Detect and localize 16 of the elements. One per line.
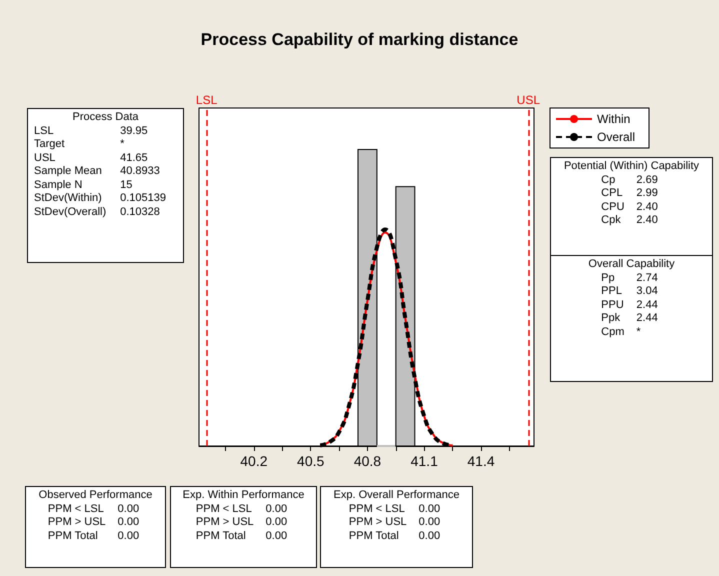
text: Observed Performance PPM < LSL 0.00 PPM > USL 0.00 PPM Total 0.00	[38, 489, 152, 542]
x-tick-label: 41.1	[410, 453, 438, 469]
x-tick-label: 40.8	[354, 453, 382, 469]
chart-title: Process Capability of marking distance	[200, 30, 518, 49]
ref-line-label: LSL	[196, 93, 218, 107]
legend-label: Overall	[597, 130, 636, 144]
x-tick-label: 41.4	[467, 453, 495, 469]
text: Process Data LSL 39.95 Target * USL 41.65 Sample Mean 40.8933 Sample N 15 StDev(Within) 0.105139 StDev(Overall) 0.10328	[34, 111, 166, 218]
text: Overall Capability Pp 2.74 PPL 3.04 PPU 2.44 Ppk 2.44 Cpm *	[588, 258, 675, 338]
x-tick-label: 40.5	[297, 453, 325, 469]
text: Exp. Overall Performance PPM < LSL 0.00 PPM > USL 0.00 PPM Total 0.00	[334, 489, 460, 542]
text: Potential (Within) Capability Cp 2.69 CPL 2.99 CPU 2.40 Cpk 2.40	[564, 160, 700, 226]
ref-line-label: USL	[516, 93, 540, 107]
x-tick-label: 40.2	[240, 453, 268, 469]
text: Exp. Within Performance PPM < LSL 0.00 PPM > USL 0.00 PPM Total 0.00	[182, 489, 304, 542]
legend-label: Within	[597, 112, 630, 126]
